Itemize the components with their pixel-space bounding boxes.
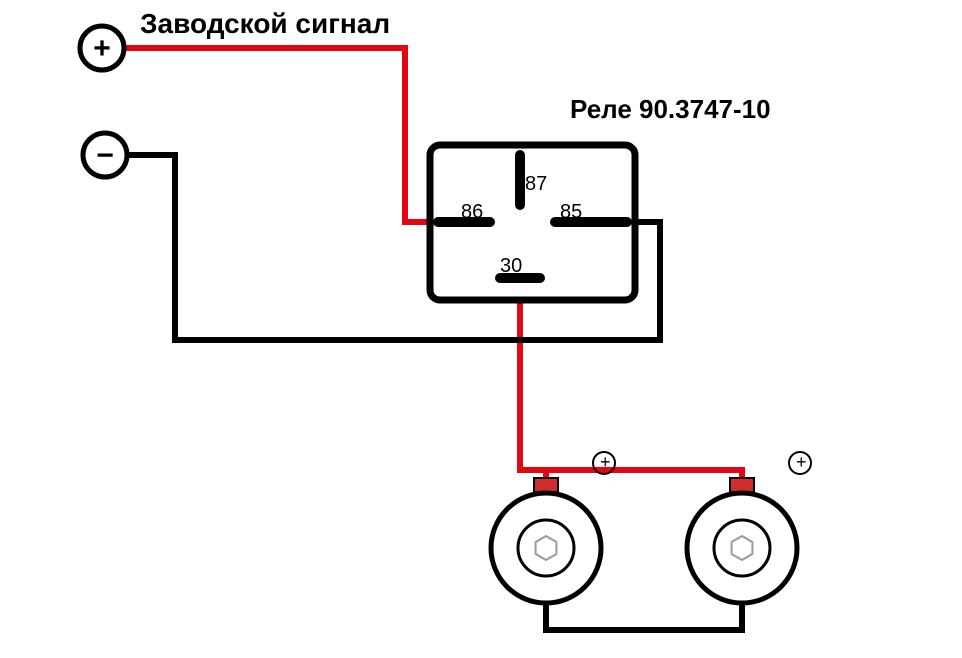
relay-label: Реле 90.3747-10	[570, 94, 771, 124]
relay-pin-30-label: 30	[500, 255, 522, 277]
relay-pin-85-label: 85	[560, 201, 582, 223]
horn-left: +	[491, 452, 615, 603]
wire-pin30-to-horns	[520, 278, 742, 478]
wire-signal-to-pin86	[124, 48, 438, 222]
wire-horns-ground-link	[546, 603, 742, 630]
terminal-minus-sign: −	[96, 139, 114, 172]
horn-right-terminal	[730, 478, 754, 492]
terminal-plus-sign: +	[93, 32, 111, 65]
horn-left-plus-label: +	[600, 452, 611, 472]
horn-left-terminal	[534, 478, 558, 492]
terminal-plus: +	[80, 26, 124, 70]
horn-right: +	[687, 452, 811, 603]
relay-pin-86-label: 86	[461, 201, 483, 223]
wiring-diagram: + − Заводской сигнал Реле 90.3747-10 87 …	[0, 0, 962, 658]
relay: 87 86 85 30	[430, 145, 635, 300]
title-label: Заводской сигнал	[140, 8, 390, 39]
relay-pin-87-label: 87	[525, 173, 547, 195]
horn-right-plus-label: +	[796, 452, 807, 472]
terminal-minus: −	[83, 133, 127, 177]
